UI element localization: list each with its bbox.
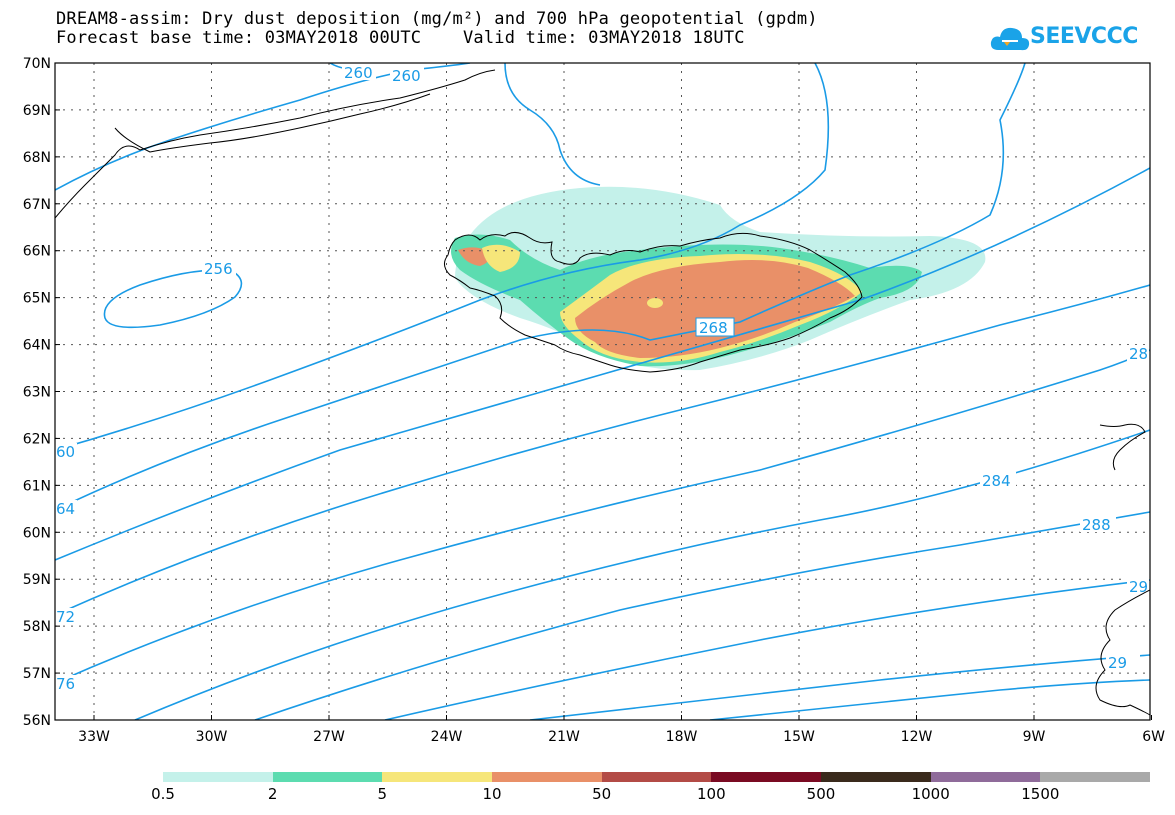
colorbar-label: 50 xyxy=(592,785,612,803)
colorbar-label: 100 xyxy=(697,785,726,803)
greenland-coast-inner xyxy=(114,93,431,153)
scotland-coast xyxy=(1095,589,1150,716)
dust-level-5-west xyxy=(482,244,520,272)
contour-label: 288 xyxy=(1082,516,1111,534)
lon-label: 18W xyxy=(666,729,698,745)
greenland-coast xyxy=(55,69,496,219)
contour-272 xyxy=(55,167,1150,561)
map-title-line1: DREAM8-assim: Dry dust deposition (mg/m²… xyxy=(56,9,818,29)
contour-label: 268 xyxy=(699,319,728,337)
contour-label: 28 xyxy=(1129,345,1148,363)
cloud-icon xyxy=(990,27,1030,51)
lon-label: 9W xyxy=(1023,729,1046,745)
colorbar-segment xyxy=(272,772,383,782)
lat-label: 57N xyxy=(23,666,51,682)
colorbar-label: 0.5 xyxy=(151,785,175,803)
contour-label: 60 xyxy=(56,443,75,461)
dust-pocket xyxy=(647,298,663,308)
colorbar-label: 1000 xyxy=(911,785,950,803)
contour-label: 29 xyxy=(1129,578,1148,596)
colorbar-segment xyxy=(382,772,493,782)
contour-label: 72 xyxy=(56,608,75,626)
lon-label: 21W xyxy=(548,729,580,745)
contour-264 xyxy=(504,63,601,186)
lon-axis: 33W 30W 27W 24W 21W 18W 15W 12W 9W 6W xyxy=(78,715,1165,745)
lat-axis: 70N 69N 68N 67N 66N 65N 64N 63N 62N 61N 60N 59N 58N 5… xyxy=(23,56,60,729)
lon-label: 12W xyxy=(901,729,933,745)
colorbar-label: 500 xyxy=(806,785,836,803)
colorbar-segment xyxy=(601,772,712,782)
lat-label: 60N xyxy=(23,525,51,541)
lat-label: 61N xyxy=(23,478,51,494)
graticule xyxy=(55,63,1150,720)
contour-label: 256 xyxy=(204,260,233,278)
lon-label: 33W xyxy=(78,729,110,745)
contour-label: 76 xyxy=(56,675,75,693)
lat-label: 69N xyxy=(23,103,51,119)
geopotential-contours xyxy=(55,63,1150,720)
colorbar-label: 1500 xyxy=(1021,785,1060,803)
contour-280 xyxy=(55,349,1150,684)
coastlines xyxy=(55,69,1150,716)
lat-label: 67N xyxy=(23,197,51,213)
colorbar xyxy=(163,772,1151,782)
contour-256 xyxy=(103,268,243,329)
colorbar-label: 5 xyxy=(377,785,388,803)
colorbar-label: 2 xyxy=(267,785,278,803)
colorbar-label: 10 xyxy=(482,785,502,803)
lat-label: 59N xyxy=(23,572,51,588)
lat-label: 68N xyxy=(23,150,51,166)
dust-deposition-layer xyxy=(451,186,986,371)
colorbar-segment xyxy=(492,772,602,782)
contour-268 xyxy=(55,63,830,451)
contour-296 xyxy=(529,654,1150,720)
iceland-coast xyxy=(444,232,863,373)
contour-label: 284 xyxy=(982,472,1011,490)
lat-label: 65N xyxy=(23,291,51,307)
dust-level-10-west xyxy=(458,247,491,266)
colorbar-segment xyxy=(821,772,931,782)
contour-label: 29 xyxy=(1108,654,1127,672)
lat-label: 66N xyxy=(23,244,51,260)
plot-frame xyxy=(54,62,1151,721)
contour-284 xyxy=(134,429,1150,720)
dust-level-10 xyxy=(575,260,855,358)
colorbar-segment xyxy=(711,772,822,782)
seevccc-logo: SEEVCCC xyxy=(990,20,1160,60)
logo-text: SEEVCCC xyxy=(1030,24,1138,49)
colorbar-segment xyxy=(1040,772,1151,782)
lat-label: 64N xyxy=(23,338,51,354)
faroe-islands xyxy=(1099,423,1146,471)
map-title-line2: Forecast base time: 03MAY2018 00UTC Vali… xyxy=(56,28,745,48)
lat-label: 63N xyxy=(23,385,51,401)
contour-label-group: 260 260 256 268 284 288 28 60 64 72 76 2… xyxy=(55,64,1149,693)
lat-label: 62N xyxy=(23,431,51,447)
lat-label: 58N xyxy=(23,619,51,635)
lon-label: 6W xyxy=(1142,729,1165,745)
lon-label: 27W xyxy=(313,729,345,745)
colorbar-segment xyxy=(930,772,1041,782)
contour-label: 64 xyxy=(56,500,75,518)
lon-label: 24W xyxy=(431,729,463,745)
lat-label: 70N xyxy=(23,56,51,72)
contour-288 xyxy=(254,511,1150,720)
colorbar-segment xyxy=(163,772,273,782)
lat-label: 56N xyxy=(23,713,51,729)
contour-300 xyxy=(709,679,1150,720)
contour-label: 260 xyxy=(344,64,373,82)
contour-276 xyxy=(55,284,1150,616)
contour-292 xyxy=(384,579,1150,720)
contour-label: 260 xyxy=(392,67,421,85)
lon-label: 30W xyxy=(196,729,228,745)
lon-label: 15W xyxy=(783,729,815,745)
